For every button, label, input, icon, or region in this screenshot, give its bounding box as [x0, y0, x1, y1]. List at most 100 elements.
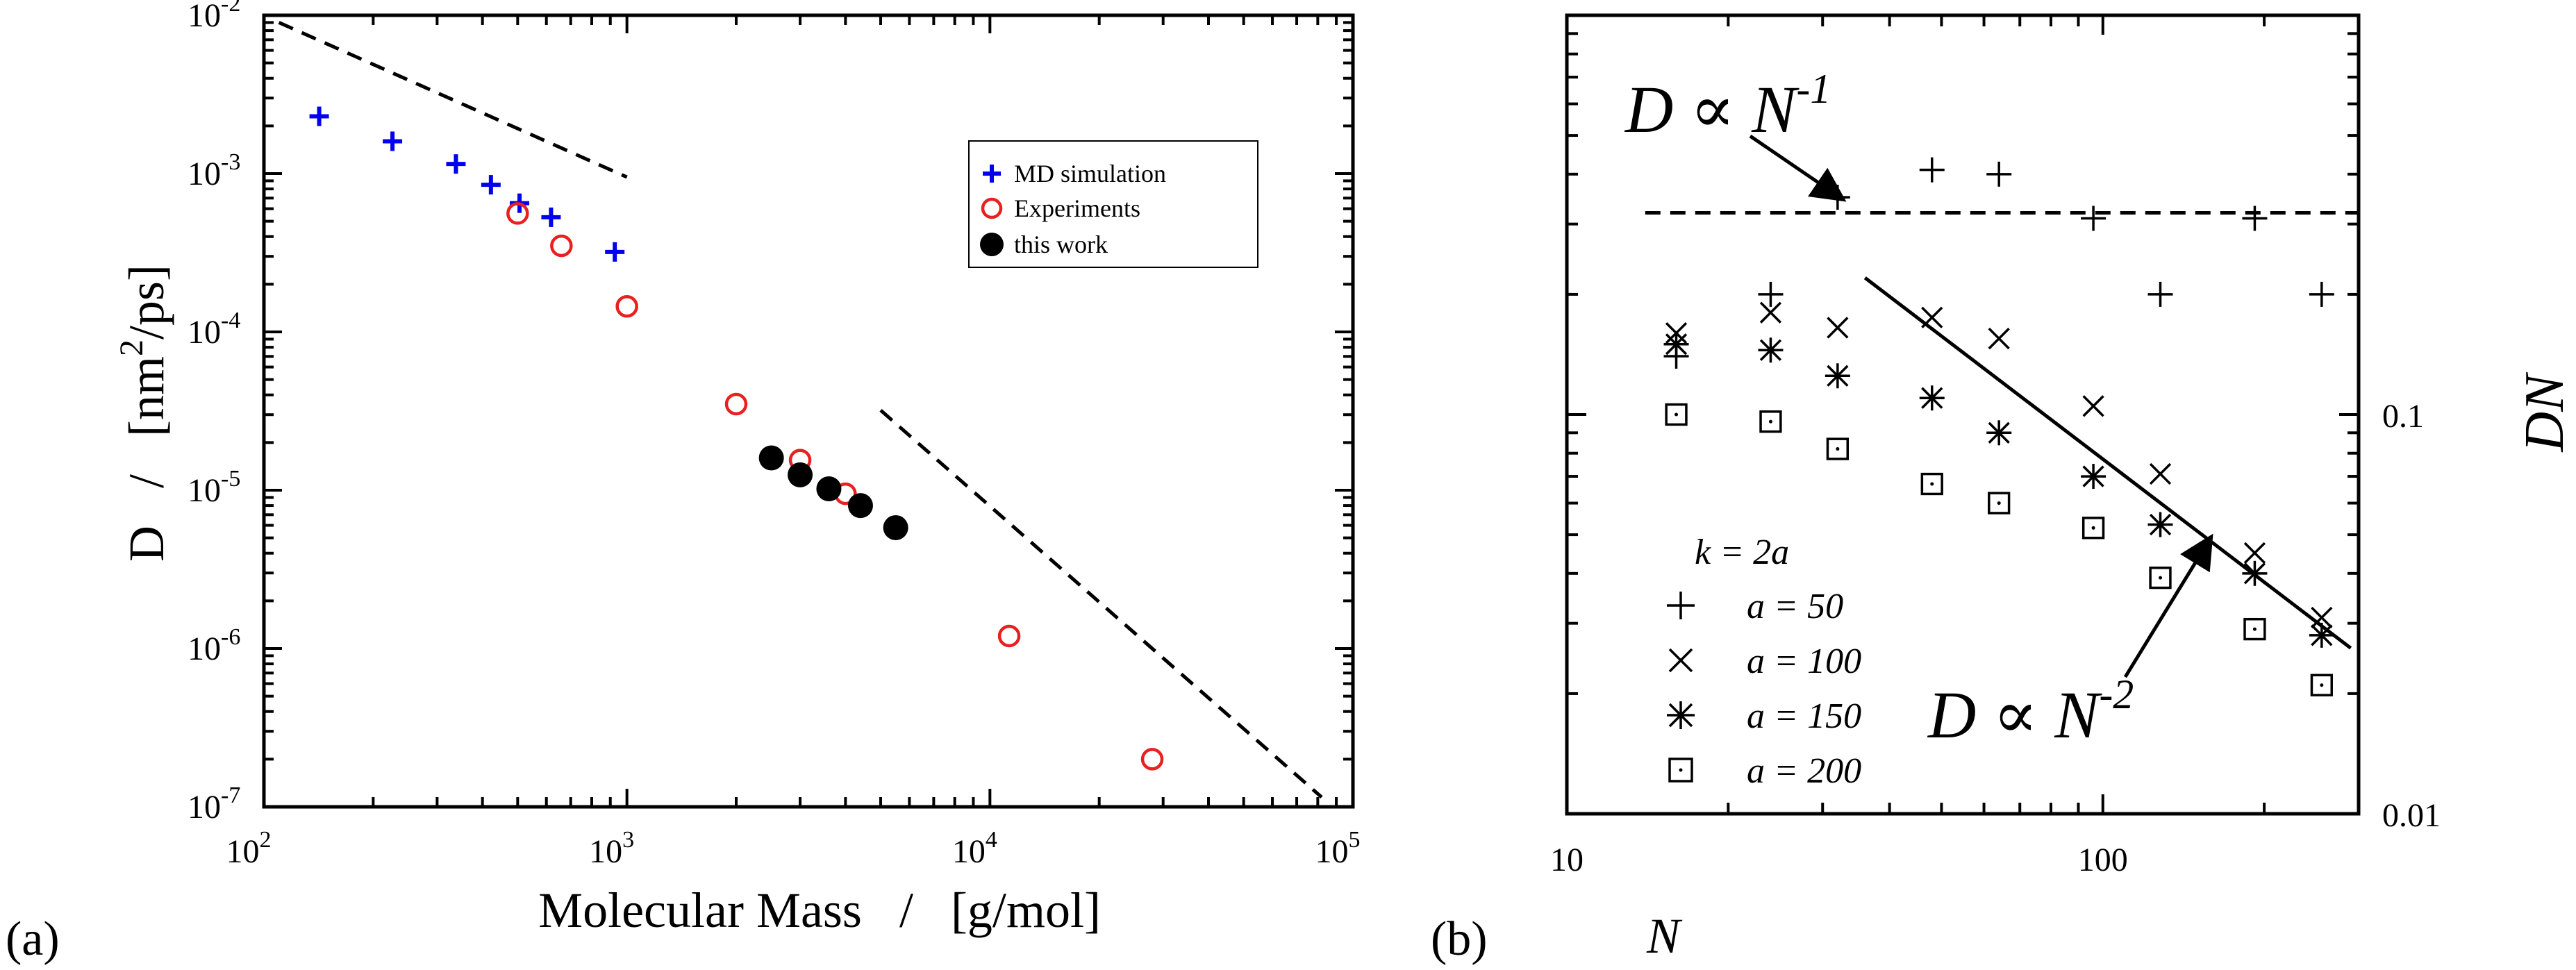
- y-axis-ticks-a: 10-7 10-6 10-5 10-4 10-3 10-2: [188, 0, 1353, 826]
- point-plus: [2309, 281, 2334, 307]
- point-this-work: [847, 493, 873, 519]
- reference-line-a-1: [879, 408, 1323, 799]
- y-axis-ticks-b: 0.01 0.1: [1567, 32, 2441, 834]
- annotation-n-inverse: D ∝ N-1: [1624, 66, 1831, 147]
- reference-lines-a: [278, 21, 1323, 799]
- point-cross: [1827, 317, 1849, 339]
- legend-marker-cross: [1668, 648, 1693, 673]
- point-asterisk: [1825, 363, 1850, 389]
- point-plus: [1758, 281, 1784, 307]
- point-asterisk: [2147, 512, 2173, 537]
- reference-line-b-1: [1863, 276, 2352, 650]
- point-box: [2310, 674, 2333, 696]
- point-this-work: [883, 515, 908, 540]
- chart-panel-a: 102 103 104 105 10-7 10-6 10-5 10-4 10-3 10-2 Mo…: [113, 0, 1361, 938]
- point-box: [2243, 617, 2266, 641]
- x-tick-label-b: 10: [1550, 842, 1584, 878]
- point-plus: [2242, 206, 2268, 231]
- y-tick-label-a: 10-6: [188, 624, 240, 667]
- legend-label-a50: a = 50: [1747, 587, 1843, 626]
- y-axis-label-a: D / [nm2/ps]: [113, 265, 174, 562]
- point-asterisk: [2309, 622, 2334, 648]
- point-cross: [2082, 395, 2104, 417]
- point-asterisk: [2081, 464, 2106, 490]
- y-tick-label-a: 10-3: [188, 149, 240, 192]
- legend-marker-md-simulation: [983, 165, 1001, 183]
- point-box: [2081, 517, 2105, 540]
- point-experiments: [997, 624, 1021, 648]
- legend-title-b: k = 2a: [1695, 533, 1789, 572]
- point-box: [1826, 437, 1850, 460]
- legend-markers-b: [1667, 592, 1695, 783]
- x-tick-label-b: 100: [2078, 842, 2128, 878]
- data-points-a: [309, 106, 1164, 771]
- point-box: [1988, 492, 2011, 515]
- point-cross: [2149, 462, 2172, 485]
- annotation-arrow-1: [1749, 134, 1847, 202]
- y-tick-label-a: 10-7: [188, 783, 240, 826]
- legend-label-md-simulation: MD simulation: [1014, 160, 1166, 187]
- point-md-simulation: [541, 207, 561, 227]
- point-this-work: [758, 445, 784, 471]
- point-plus: [1919, 157, 1945, 183]
- point-cross: [1759, 301, 1782, 324]
- x-axis-ticks-a: 102 103 104 105: [226, 15, 1361, 870]
- point-asterisk: [1758, 337, 1784, 363]
- point-asterisk: [1919, 385, 1945, 411]
- point-md-simulation: [446, 154, 466, 174]
- chart-panel-b: 10 100 0.01 0.1 N DN D ∝ N-1 D ∝ N-2 k = 2…: [1550, 13, 2575, 964]
- point-box: [1759, 410, 1782, 433]
- legend-label-a200: a = 200: [1747, 751, 1861, 791]
- y-tick-label-b: 0.1: [2382, 398, 2424, 435]
- legend-label-a150: a = 150: [1747, 696, 1861, 736]
- x-axis-label-b: N: [1646, 908, 1683, 964]
- point-asterisk: [1986, 420, 2012, 446]
- reference-line-a-0: [278, 21, 628, 179]
- legend-label-this-work: this work: [1014, 231, 1108, 258]
- point-experiments: [724, 392, 748, 416]
- point-md-simulation: [605, 242, 625, 262]
- legend-a: MD simulation Experiments this work: [968, 140, 1258, 268]
- point-box: [2149, 566, 2172, 589]
- point-md-simulation: [481, 175, 501, 195]
- y-tick-label-a: 10-5: [188, 466, 240, 509]
- legend-label-a100: a = 100: [1747, 642, 1861, 681]
- x-tick-label-a: 104: [952, 827, 997, 870]
- point-plus: [2147, 281, 2173, 307]
- x-tick-label-a: 102: [226, 827, 272, 870]
- point-cross: [1988, 327, 2010, 350]
- legend-marker-experiments: [981, 197, 1003, 219]
- point-box: [1920, 472, 1943, 496]
- point-experiments: [1140, 748, 1164, 771]
- panel-a-label: (a): [6, 912, 60, 966]
- x-axis-ticks-b: 10 100: [1550, 15, 2360, 878]
- point-md-simulation: [383, 131, 403, 151]
- legend-marker-plus: [1667, 592, 1695, 619]
- legend-marker-box: [1668, 758, 1693, 783]
- point-box: [1665, 403, 1688, 426]
- point-cross: [2311, 606, 2333, 629]
- plot-area-a: [262, 13, 1355, 809]
- x-tick-label-a: 105: [1315, 827, 1361, 870]
- legend-marker-this-work: [980, 233, 1004, 256]
- legend-label-experiments: Experiments: [1014, 194, 1140, 222]
- point-experiments: [550, 234, 573, 258]
- point-md-simulation: [309, 106, 329, 126]
- y-axis-label-b: DN: [2514, 371, 2575, 453]
- panel-b-label: (b): [1431, 912, 1488, 966]
- y-tick-label-b: 0.01: [2382, 797, 2441, 834]
- legend-b: k = 2a a = 50 a = 100 a = 150 a = 200: [1667, 533, 1861, 791]
- point-plus: [2081, 206, 2106, 231]
- y-tick-label-a: 10-2: [188, 0, 240, 34]
- x-axis-label-a: Molecular Mass / [g/mol]: [538, 883, 1101, 938]
- point-cross: [2243, 542, 2266, 565]
- point-asterisk: [2242, 560, 2268, 586]
- annotation-n-inverse-square: D ∝ N-2: [1927, 671, 2134, 752]
- point-this-work: [788, 462, 813, 487]
- annotation-arrow-2: [2123, 533, 2213, 678]
- x-tick-label-a: 103: [589, 827, 634, 870]
- point-asterisk: [1663, 331, 1689, 357]
- point-this-work: [816, 476, 842, 502]
- annotation-arrows: [1749, 134, 2213, 678]
